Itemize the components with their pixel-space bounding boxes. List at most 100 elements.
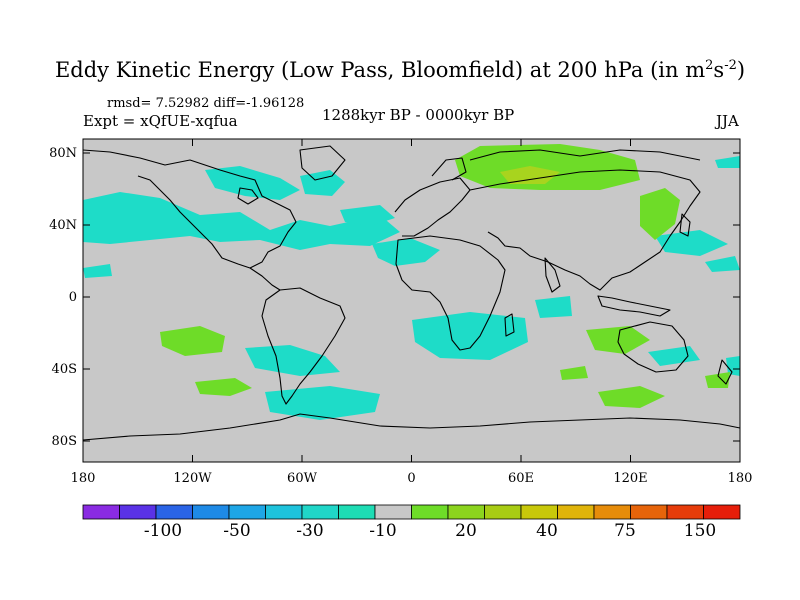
- title-main: Eddy Kinetic Energy (Low Pass, Bloomfiel…: [54, 58, 706, 82]
- cyan-region-japan-pacific: [655, 230, 728, 256]
- plot-title: Eddy Kinetic Energy (Low Pass, Bloomfiel…: [0, 58, 800, 82]
- coast-europe: [394, 177, 471, 237]
- lat-tick-label: 80S: [52, 434, 77, 449]
- positive-contours: [160, 144, 730, 408]
- colorbar: [82, 504, 741, 520]
- colorbar-segment: [119, 504, 157, 520]
- colorbar-labels: -100 -50 -30 -10 20 40 75 150: [144, 521, 716, 541]
- cyan-region-pacific-east: [705, 256, 740, 272]
- cyan-region-mediterranean: [372, 238, 440, 266]
- rmsd-label: rmsd=: [107, 96, 152, 111]
- coast-indonesia: [597, 295, 671, 317]
- colorbar-label: -100: [144, 521, 182, 541]
- anomaly-contours: [83, 156, 740, 420]
- green-region-east-asia: [640, 188, 680, 240]
- title-end: ): [736, 58, 746, 82]
- lat-tick-label: 80N: [49, 146, 77, 161]
- coast-antarctica: [82, 413, 741, 441]
- lon-tick-label: 120W: [173, 471, 212, 486]
- cyan-region-europe-north: [340, 205, 395, 226]
- coast-new-zealand: [717, 359, 733, 385]
- colorbar-label: -10: [369, 521, 396, 541]
- coast-india: [544, 257, 561, 293]
- colorbar-segment: [630, 504, 668, 520]
- cyan-region-arctic-east: [715, 156, 740, 168]
- lon-tick-label: 180: [728, 471, 753, 486]
- cyan-region-east-pacific: [83, 264, 112, 278]
- colorbar-segment: [703, 504, 741, 520]
- colorbar-segment: [265, 504, 303, 520]
- colorbar-label: -50: [223, 521, 250, 541]
- colorbar-label: 40: [536, 521, 558, 541]
- axis-ticks: [82, 139, 741, 462]
- cyan-region-south-pacific: [245, 345, 340, 376]
- coast-north-america: [82, 149, 297, 269]
- period-label: 1288kyr BP - 0000kyr BP: [322, 106, 515, 124]
- coast-south-america: [261, 287, 346, 405]
- lon-tick-label: 60E: [508, 471, 534, 486]
- season-label: JJA: [716, 112, 739, 130]
- cyan-region-canada: [205, 166, 300, 200]
- green-region-indian-south: [560, 366, 588, 380]
- colorbar-segment: [338, 504, 376, 520]
- colorbar-segment: [155, 504, 193, 520]
- green-region-siberia-core: [500, 166, 560, 184]
- colorbar-label: -30: [296, 521, 323, 541]
- colorbar-segment: [301, 504, 339, 520]
- colorbar-label: 150: [684, 521, 716, 541]
- coast-arctic-asia: [469, 149, 701, 161]
- green-region-antarctic-margin: [705, 372, 730, 388]
- colorbar-segment: [411, 504, 449, 520]
- diff-label: diff=: [213, 96, 247, 111]
- diff-value: -1.96128: [246, 96, 305, 111]
- experiment-label: Expt = xQfUE-xqfua: [83, 112, 238, 130]
- colorbar-segment: [228, 504, 266, 520]
- coast-hudson-bay: [237, 187, 259, 205]
- lon-tick-label: 180: [71, 471, 96, 486]
- lon-tick-label: 120E: [613, 471, 647, 486]
- green-region-southern-ocean-aus: [598, 386, 665, 408]
- colorbar-segment: [557, 504, 595, 520]
- colorbar-label: 20: [455, 521, 477, 541]
- lat-tick-labels: 80N 40N 0 40S 80S: [49, 146, 77, 449]
- cyan-region-north-pacific: [83, 192, 400, 250]
- colorbar-segment: [192, 504, 230, 520]
- colorbar-segment: [374, 504, 412, 520]
- green-region-south-pacific-far: [195, 378, 252, 396]
- title-sup-2: -2: [724, 58, 737, 73]
- coast-japan: [679, 213, 691, 237]
- coast-central-america: [249, 267, 281, 291]
- colorbar-segment: [82, 504, 120, 520]
- lon-tick-labels: 180 120W 60W 0 60E 120E 180: [71, 471, 753, 486]
- cyan-region-southern-ocean: [265, 386, 380, 420]
- coast-scandinavia: [431, 157, 467, 181]
- coast-australia: [617, 321, 689, 373]
- lon-tick-label: 0: [407, 471, 415, 486]
- colorbar-segment: [666, 504, 704, 520]
- coast-greenland: [299, 145, 346, 181]
- stats-line: rmsd= 7.52982 diff=-1.96128: [107, 96, 304, 111]
- rmsd-value: 7.52982: [155, 96, 210, 111]
- green-region-siberia: [455, 144, 640, 190]
- green-region-south-pacific-west: [160, 326, 225, 356]
- colorbar-segment: [520, 504, 558, 520]
- coastlines: [82, 145, 741, 441]
- colorbar-label: 75: [614, 521, 636, 541]
- coast-africa: [395, 235, 506, 351]
- lon-tick-label: 60W: [287, 471, 318, 486]
- title-mid: s: [713, 58, 725, 82]
- colorbar-segment: [593, 504, 631, 520]
- colorbar-segment: [484, 504, 522, 520]
- lat-tick-label: 40N: [49, 218, 77, 233]
- lat-tick-label: 40S: [52, 362, 77, 377]
- title-sup-1: 2: [705, 58, 714, 73]
- cyan-region-south-atlantic: [412, 312, 528, 360]
- cyan-region-east-tasman: [726, 356, 740, 376]
- cyan-region-indian-ocean: [535, 296, 572, 318]
- coast-madagascar: [504, 313, 515, 337]
- colorbar-segment: [447, 504, 485, 520]
- map-background: [83, 139, 740, 462]
- coast-asia: [469, 169, 701, 291]
- lat-tick-label: 0: [69, 290, 77, 305]
